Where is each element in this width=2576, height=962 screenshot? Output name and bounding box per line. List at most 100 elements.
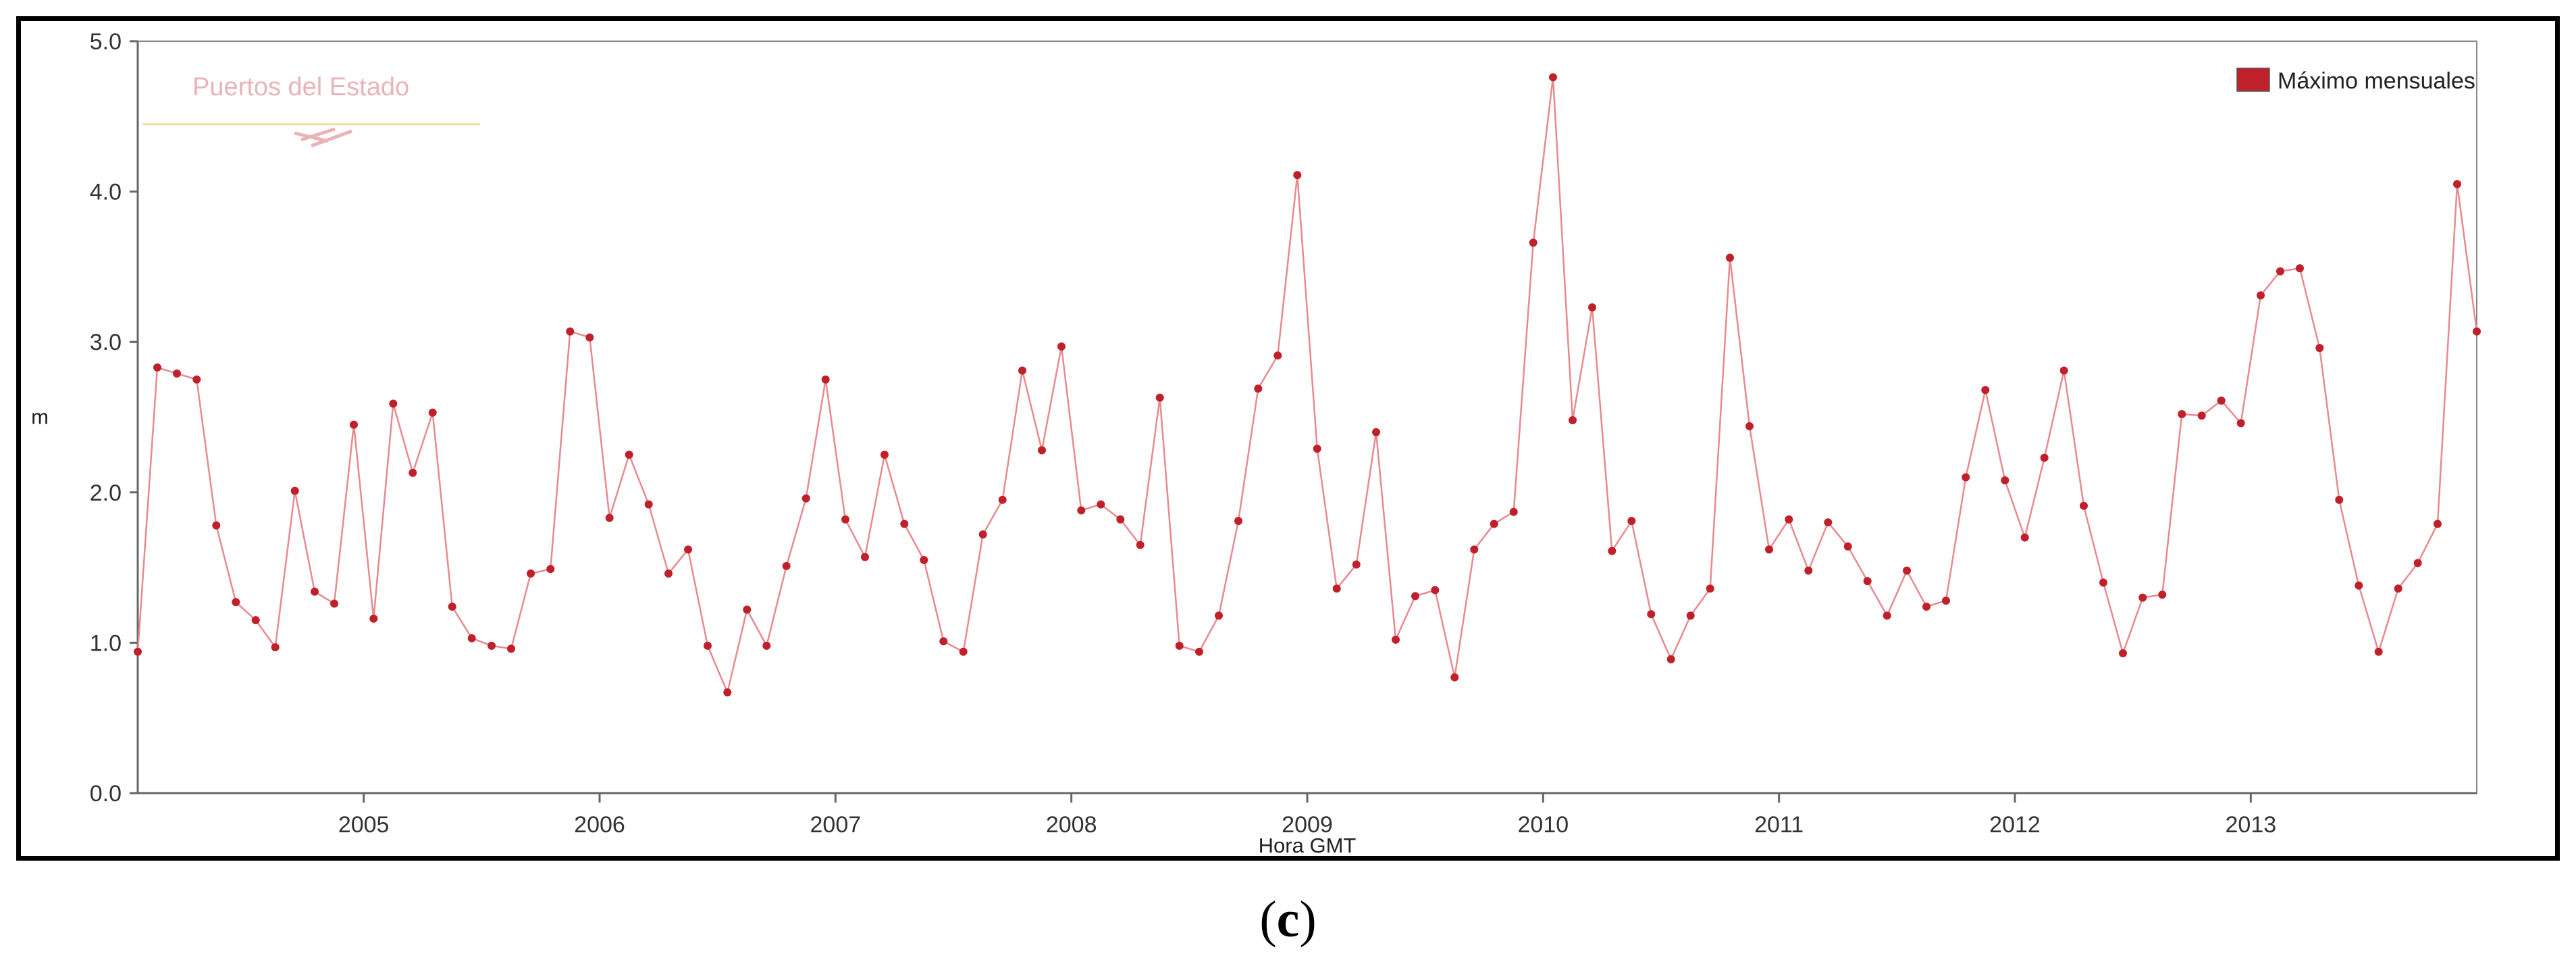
x-axis-title: Hora GMT bbox=[1259, 834, 1357, 856]
data-point bbox=[841, 515, 849, 524]
wave-logo-icon bbox=[294, 127, 352, 148]
series-line-maximo-mensuales bbox=[136, 77, 2478, 695]
data-point bbox=[192, 375, 201, 384]
x-tick-label: 2013 bbox=[2226, 812, 2277, 838]
data-point bbox=[939, 637, 948, 646]
data-point bbox=[1234, 517, 1242, 526]
data-point bbox=[998, 495, 1007, 504]
x-tick-label: 2007 bbox=[810, 812, 862, 838]
data-point bbox=[2178, 410, 2186, 418]
data-point bbox=[134, 647, 142, 656]
data-point bbox=[585, 333, 594, 342]
data-point bbox=[350, 420, 358, 429]
data-point bbox=[743, 605, 752, 614]
data-point bbox=[1843, 542, 1852, 551]
x-tick-label: 2006 bbox=[574, 812, 625, 838]
data-point bbox=[1450, 673, 1459, 682]
data-point bbox=[861, 553, 869, 561]
data-point bbox=[1883, 611, 1891, 620]
data-point bbox=[1529, 238, 1537, 247]
data-point bbox=[1666, 655, 1675, 663]
data-point bbox=[2001, 476, 2009, 484]
y-tick-label: 4.0 bbox=[90, 180, 122, 205]
data-point bbox=[1549, 73, 1557, 82]
data-point bbox=[1726, 253, 1734, 262]
x-axis-ticks: 2005 2006 2007 2008 2009 2010 2011 2012 2013 bbox=[338, 793, 2276, 838]
plot-area bbox=[137, 41, 2477, 794]
data-point bbox=[2217, 397, 2226, 405]
data-point bbox=[2434, 520, 2442, 528]
data-point bbox=[1903, 566, 1911, 575]
data-point bbox=[271, 643, 280, 652]
data-point bbox=[2040, 453, 2049, 462]
data-point bbox=[920, 556, 928, 564]
data-point bbox=[311, 587, 319, 596]
data-point bbox=[1313, 445, 1321, 453]
data-point bbox=[2374, 647, 2383, 656]
data-point bbox=[1608, 547, 1616, 555]
data-point bbox=[1981, 386, 1990, 395]
data-point bbox=[1018, 366, 1026, 375]
data-point bbox=[2413, 559, 2422, 567]
data-point bbox=[330, 599, 338, 608]
data-point bbox=[1863, 577, 1872, 586]
data-point bbox=[1215, 611, 1223, 620]
data-point bbox=[1431, 586, 1440, 594]
data-point bbox=[566, 327, 575, 336]
data-point bbox=[2020, 533, 2029, 542]
data-point bbox=[409, 468, 417, 477]
panel-label-open: ( bbox=[1259, 891, 1277, 948]
data-point bbox=[1175, 641, 1184, 650]
data-point bbox=[369, 614, 378, 623]
data-point bbox=[1195, 647, 1203, 656]
data-point bbox=[1254, 384, 1263, 393]
data-point bbox=[2138, 593, 2147, 602]
data-point bbox=[605, 513, 614, 522]
data-point bbox=[782, 561, 791, 570]
data-point bbox=[1077, 506, 1086, 515]
data-point bbox=[173, 369, 181, 378]
data-point bbox=[546, 565, 555, 574]
data-point bbox=[1293, 171, 1302, 180]
panel-label: (c) bbox=[0, 890, 2576, 949]
data-point bbox=[1392, 635, 1400, 644]
x-tick-label: 2009 bbox=[1282, 812, 1333, 838]
data-point bbox=[1136, 540, 1145, 549]
data-point bbox=[1647, 610, 1656, 619]
chart-svg: Puertos del Estado 0.0 1.0 2.0 3.0 4.0 5.0 20… bbox=[31, 29, 2481, 856]
data-point bbox=[389, 399, 398, 408]
data-point bbox=[2158, 590, 2167, 599]
data-point bbox=[1352, 560, 1361, 569]
data-point bbox=[664, 569, 673, 578]
data-point bbox=[821, 375, 830, 384]
data-point bbox=[2355, 581, 2363, 590]
data-point bbox=[1057, 342, 1066, 351]
y-tick-label: 1.0 bbox=[90, 630, 122, 656]
legend: Máximo mensuales bbox=[2236, 68, 2475, 94]
data-point bbox=[232, 598, 240, 607]
data-point bbox=[2335, 495, 2344, 504]
data-point bbox=[1942, 597, 1950, 605]
data-point bbox=[1116, 515, 1125, 524]
data-point bbox=[1765, 545, 1773, 554]
data-point bbox=[1745, 422, 1754, 430]
data-point bbox=[2119, 649, 2127, 657]
x-tick-label: 2008 bbox=[1046, 812, 1097, 838]
data-point bbox=[2394, 584, 2402, 593]
data-point bbox=[488, 641, 496, 650]
data-point bbox=[801, 494, 810, 503]
data-point bbox=[684, 545, 692, 554]
y-axis-ticks: 0.0 1.0 2.0 3.0 4.0 5.0 bbox=[90, 29, 138, 807]
data-point bbox=[2473, 327, 2481, 336]
x-tick-label: 2012 bbox=[1989, 812, 2041, 838]
data-point bbox=[1824, 518, 1833, 527]
data-point bbox=[1706, 584, 1714, 593]
y-axis-title: m bbox=[31, 405, 49, 429]
legend-label: Máximo mensuales bbox=[2278, 68, 2475, 94]
data-point bbox=[153, 363, 161, 372]
data-point bbox=[1804, 566, 1813, 575]
data-point bbox=[507, 644, 515, 653]
data-point bbox=[959, 647, 968, 656]
data-point bbox=[2099, 578, 2107, 587]
data-point bbox=[2296, 264, 2304, 273]
